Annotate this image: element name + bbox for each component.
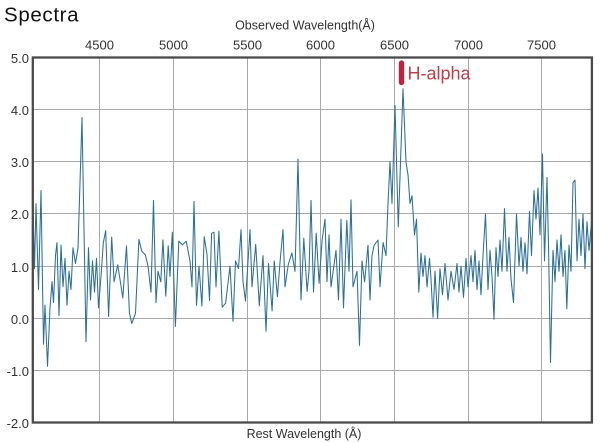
svg-text:6000: 6000 <box>306 38 335 53</box>
svg-text:H-alpha: H-alpha <box>408 64 472 84</box>
svg-text:4.0: 4.0 <box>11 103 29 118</box>
svg-text:7000: 7000 <box>454 38 483 53</box>
svg-text:5000: 5000 <box>159 38 188 53</box>
svg-text:5500: 5500 <box>233 38 262 53</box>
svg-text:-2.0: -2.0 <box>7 416 29 431</box>
svg-text:2.0: 2.0 <box>11 207 29 222</box>
svg-text:3.0: 3.0 <box>11 155 29 170</box>
svg-text:1.0: 1.0 <box>11 260 29 275</box>
svg-text:Spectra: Spectra <box>4 3 79 26</box>
svg-text:6500: 6500 <box>380 38 409 53</box>
svg-text:5.0: 5.0 <box>11 51 29 66</box>
svg-text:Observed Wavelength(Å): Observed Wavelength(Å) <box>235 18 375 33</box>
svg-text:0.0: 0.0 <box>11 312 29 327</box>
svg-text:7500: 7500 <box>527 38 556 53</box>
svg-text:-1.0: -1.0 <box>7 364 29 379</box>
svg-text:4500: 4500 <box>85 38 114 53</box>
svg-text:Rest Wavelength (Å): Rest Wavelength (Å) <box>247 426 362 441</box>
